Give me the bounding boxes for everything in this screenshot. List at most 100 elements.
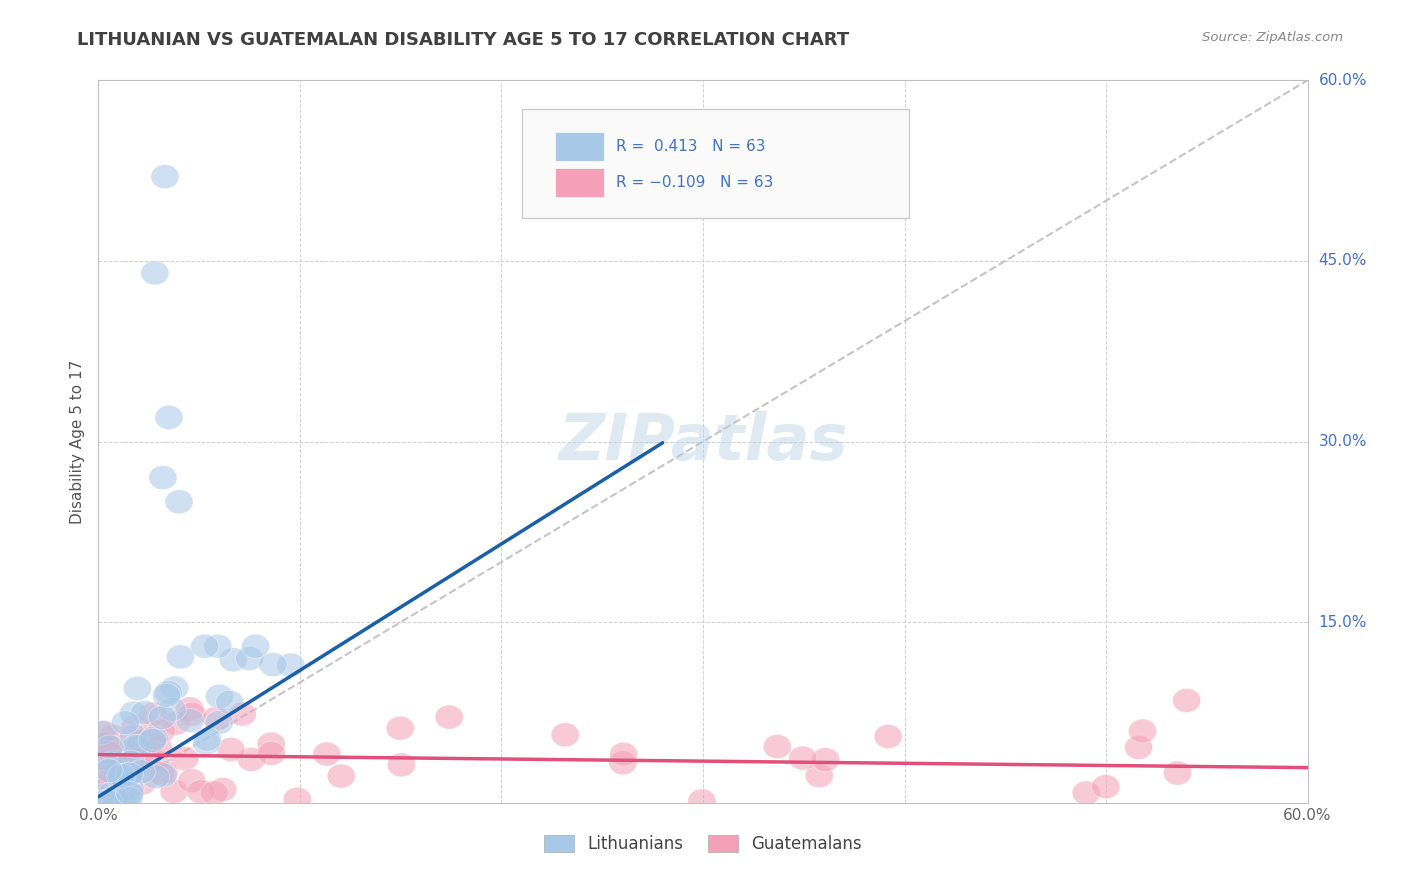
Text: Source: ZipAtlas.com: Source: ZipAtlas.com <box>1202 31 1343 45</box>
Ellipse shape <box>208 778 238 802</box>
Ellipse shape <box>157 698 186 722</box>
Ellipse shape <box>551 723 579 747</box>
Ellipse shape <box>1129 719 1157 743</box>
Ellipse shape <box>149 466 177 490</box>
Ellipse shape <box>257 732 285 756</box>
Ellipse shape <box>108 789 136 814</box>
Ellipse shape <box>191 634 219 658</box>
Ellipse shape <box>811 747 839 772</box>
Ellipse shape <box>115 765 143 789</box>
Ellipse shape <box>128 729 156 753</box>
Ellipse shape <box>115 786 143 810</box>
Ellipse shape <box>155 681 183 705</box>
Ellipse shape <box>87 789 115 814</box>
Ellipse shape <box>86 789 114 814</box>
Ellipse shape <box>124 747 152 772</box>
Ellipse shape <box>128 771 156 795</box>
Ellipse shape <box>176 708 204 732</box>
Ellipse shape <box>177 769 205 793</box>
Ellipse shape <box>219 648 247 672</box>
Ellipse shape <box>312 742 342 766</box>
Ellipse shape <box>1125 735 1153 759</box>
Ellipse shape <box>160 676 188 700</box>
Ellipse shape <box>94 789 122 814</box>
Ellipse shape <box>97 781 125 805</box>
Ellipse shape <box>91 731 120 756</box>
Ellipse shape <box>115 762 143 786</box>
Bar <box>555 169 603 197</box>
Ellipse shape <box>101 784 129 808</box>
Ellipse shape <box>128 758 156 782</box>
Ellipse shape <box>688 789 716 813</box>
Ellipse shape <box>112 755 141 779</box>
Ellipse shape <box>91 789 120 814</box>
Ellipse shape <box>94 758 122 782</box>
Ellipse shape <box>238 747 266 772</box>
Ellipse shape <box>108 764 136 788</box>
Ellipse shape <box>204 634 232 658</box>
Ellipse shape <box>1073 780 1101 805</box>
Ellipse shape <box>97 752 125 776</box>
Ellipse shape <box>141 260 169 285</box>
Ellipse shape <box>235 647 263 671</box>
Ellipse shape <box>387 716 415 740</box>
Ellipse shape <box>152 683 180 707</box>
Ellipse shape <box>120 701 148 725</box>
Ellipse shape <box>120 756 148 780</box>
Ellipse shape <box>107 764 135 789</box>
Ellipse shape <box>131 700 159 724</box>
Ellipse shape <box>150 164 179 188</box>
Ellipse shape <box>148 706 177 730</box>
Ellipse shape <box>162 711 190 735</box>
Ellipse shape <box>142 764 170 789</box>
Ellipse shape <box>257 741 285 765</box>
Bar <box>555 132 603 161</box>
Ellipse shape <box>149 763 177 787</box>
Ellipse shape <box>108 764 136 789</box>
Ellipse shape <box>118 761 146 785</box>
Legend: Lithuanians, Guatemalans: Lithuanians, Guatemalans <box>537 828 869 860</box>
Ellipse shape <box>107 768 135 792</box>
Ellipse shape <box>89 746 117 770</box>
Ellipse shape <box>124 676 152 700</box>
Ellipse shape <box>117 750 145 774</box>
Ellipse shape <box>202 706 231 731</box>
Ellipse shape <box>103 789 132 814</box>
Ellipse shape <box>98 769 127 793</box>
Ellipse shape <box>150 761 179 785</box>
Ellipse shape <box>96 735 124 759</box>
Ellipse shape <box>103 789 131 813</box>
Ellipse shape <box>94 758 122 782</box>
Ellipse shape <box>117 777 145 801</box>
Ellipse shape <box>763 734 792 758</box>
Ellipse shape <box>609 751 637 775</box>
Ellipse shape <box>166 645 194 669</box>
Ellipse shape <box>259 653 287 677</box>
Ellipse shape <box>217 738 245 762</box>
Ellipse shape <box>146 762 174 786</box>
Ellipse shape <box>228 702 256 726</box>
Ellipse shape <box>1173 689 1201 713</box>
Ellipse shape <box>200 780 228 805</box>
Text: 60.0%: 60.0% <box>1319 73 1367 87</box>
Ellipse shape <box>148 719 176 743</box>
Ellipse shape <box>789 746 817 770</box>
Ellipse shape <box>89 721 117 745</box>
FancyBboxPatch shape <box>522 109 908 218</box>
Ellipse shape <box>139 702 167 726</box>
Ellipse shape <box>328 764 356 788</box>
Ellipse shape <box>124 735 153 759</box>
Ellipse shape <box>90 721 118 745</box>
Ellipse shape <box>141 726 169 750</box>
Ellipse shape <box>1163 761 1192 785</box>
Ellipse shape <box>138 729 166 753</box>
Text: R = −0.109   N = 63: R = −0.109 N = 63 <box>616 176 773 190</box>
Ellipse shape <box>193 731 221 755</box>
Text: ZIPatlas: ZIPatlas <box>558 410 848 473</box>
Ellipse shape <box>1091 774 1121 798</box>
Ellipse shape <box>101 786 129 810</box>
Ellipse shape <box>193 727 221 751</box>
Ellipse shape <box>91 787 120 811</box>
Ellipse shape <box>127 760 155 784</box>
Ellipse shape <box>187 780 215 804</box>
